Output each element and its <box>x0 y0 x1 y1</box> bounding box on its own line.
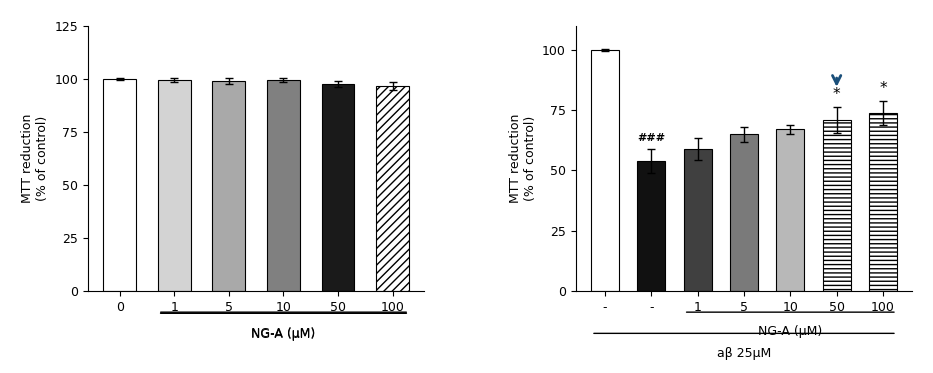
Y-axis label: MTT reduction
(% of control): MTT reduction (% of control) <box>21 114 49 203</box>
Text: NG-A (μM): NG-A (μM) <box>251 328 315 341</box>
Text: *: * <box>833 87 841 102</box>
Bar <box>776 129 804 291</box>
Bar <box>104 79 136 291</box>
Y-axis label: MTT reduction
(% of control): MTT reduction (% of control) <box>508 114 536 203</box>
Text: NG-A (μM): NG-A (μM) <box>251 327 315 340</box>
Text: aβ 25μM: aβ 25μM <box>717 347 771 360</box>
Bar <box>213 81 245 291</box>
Text: NG-A (μM): NG-A (μM) <box>759 325 822 338</box>
Bar <box>158 80 190 291</box>
Bar <box>869 113 897 291</box>
Bar <box>823 120 851 291</box>
Text: ###: ### <box>637 133 665 143</box>
Bar <box>592 50 619 291</box>
Bar <box>376 86 409 291</box>
Bar <box>322 84 355 291</box>
Text: *: * <box>879 81 886 96</box>
Bar <box>637 161 665 291</box>
Bar <box>267 80 299 291</box>
Bar <box>730 134 758 291</box>
Bar <box>684 149 712 291</box>
